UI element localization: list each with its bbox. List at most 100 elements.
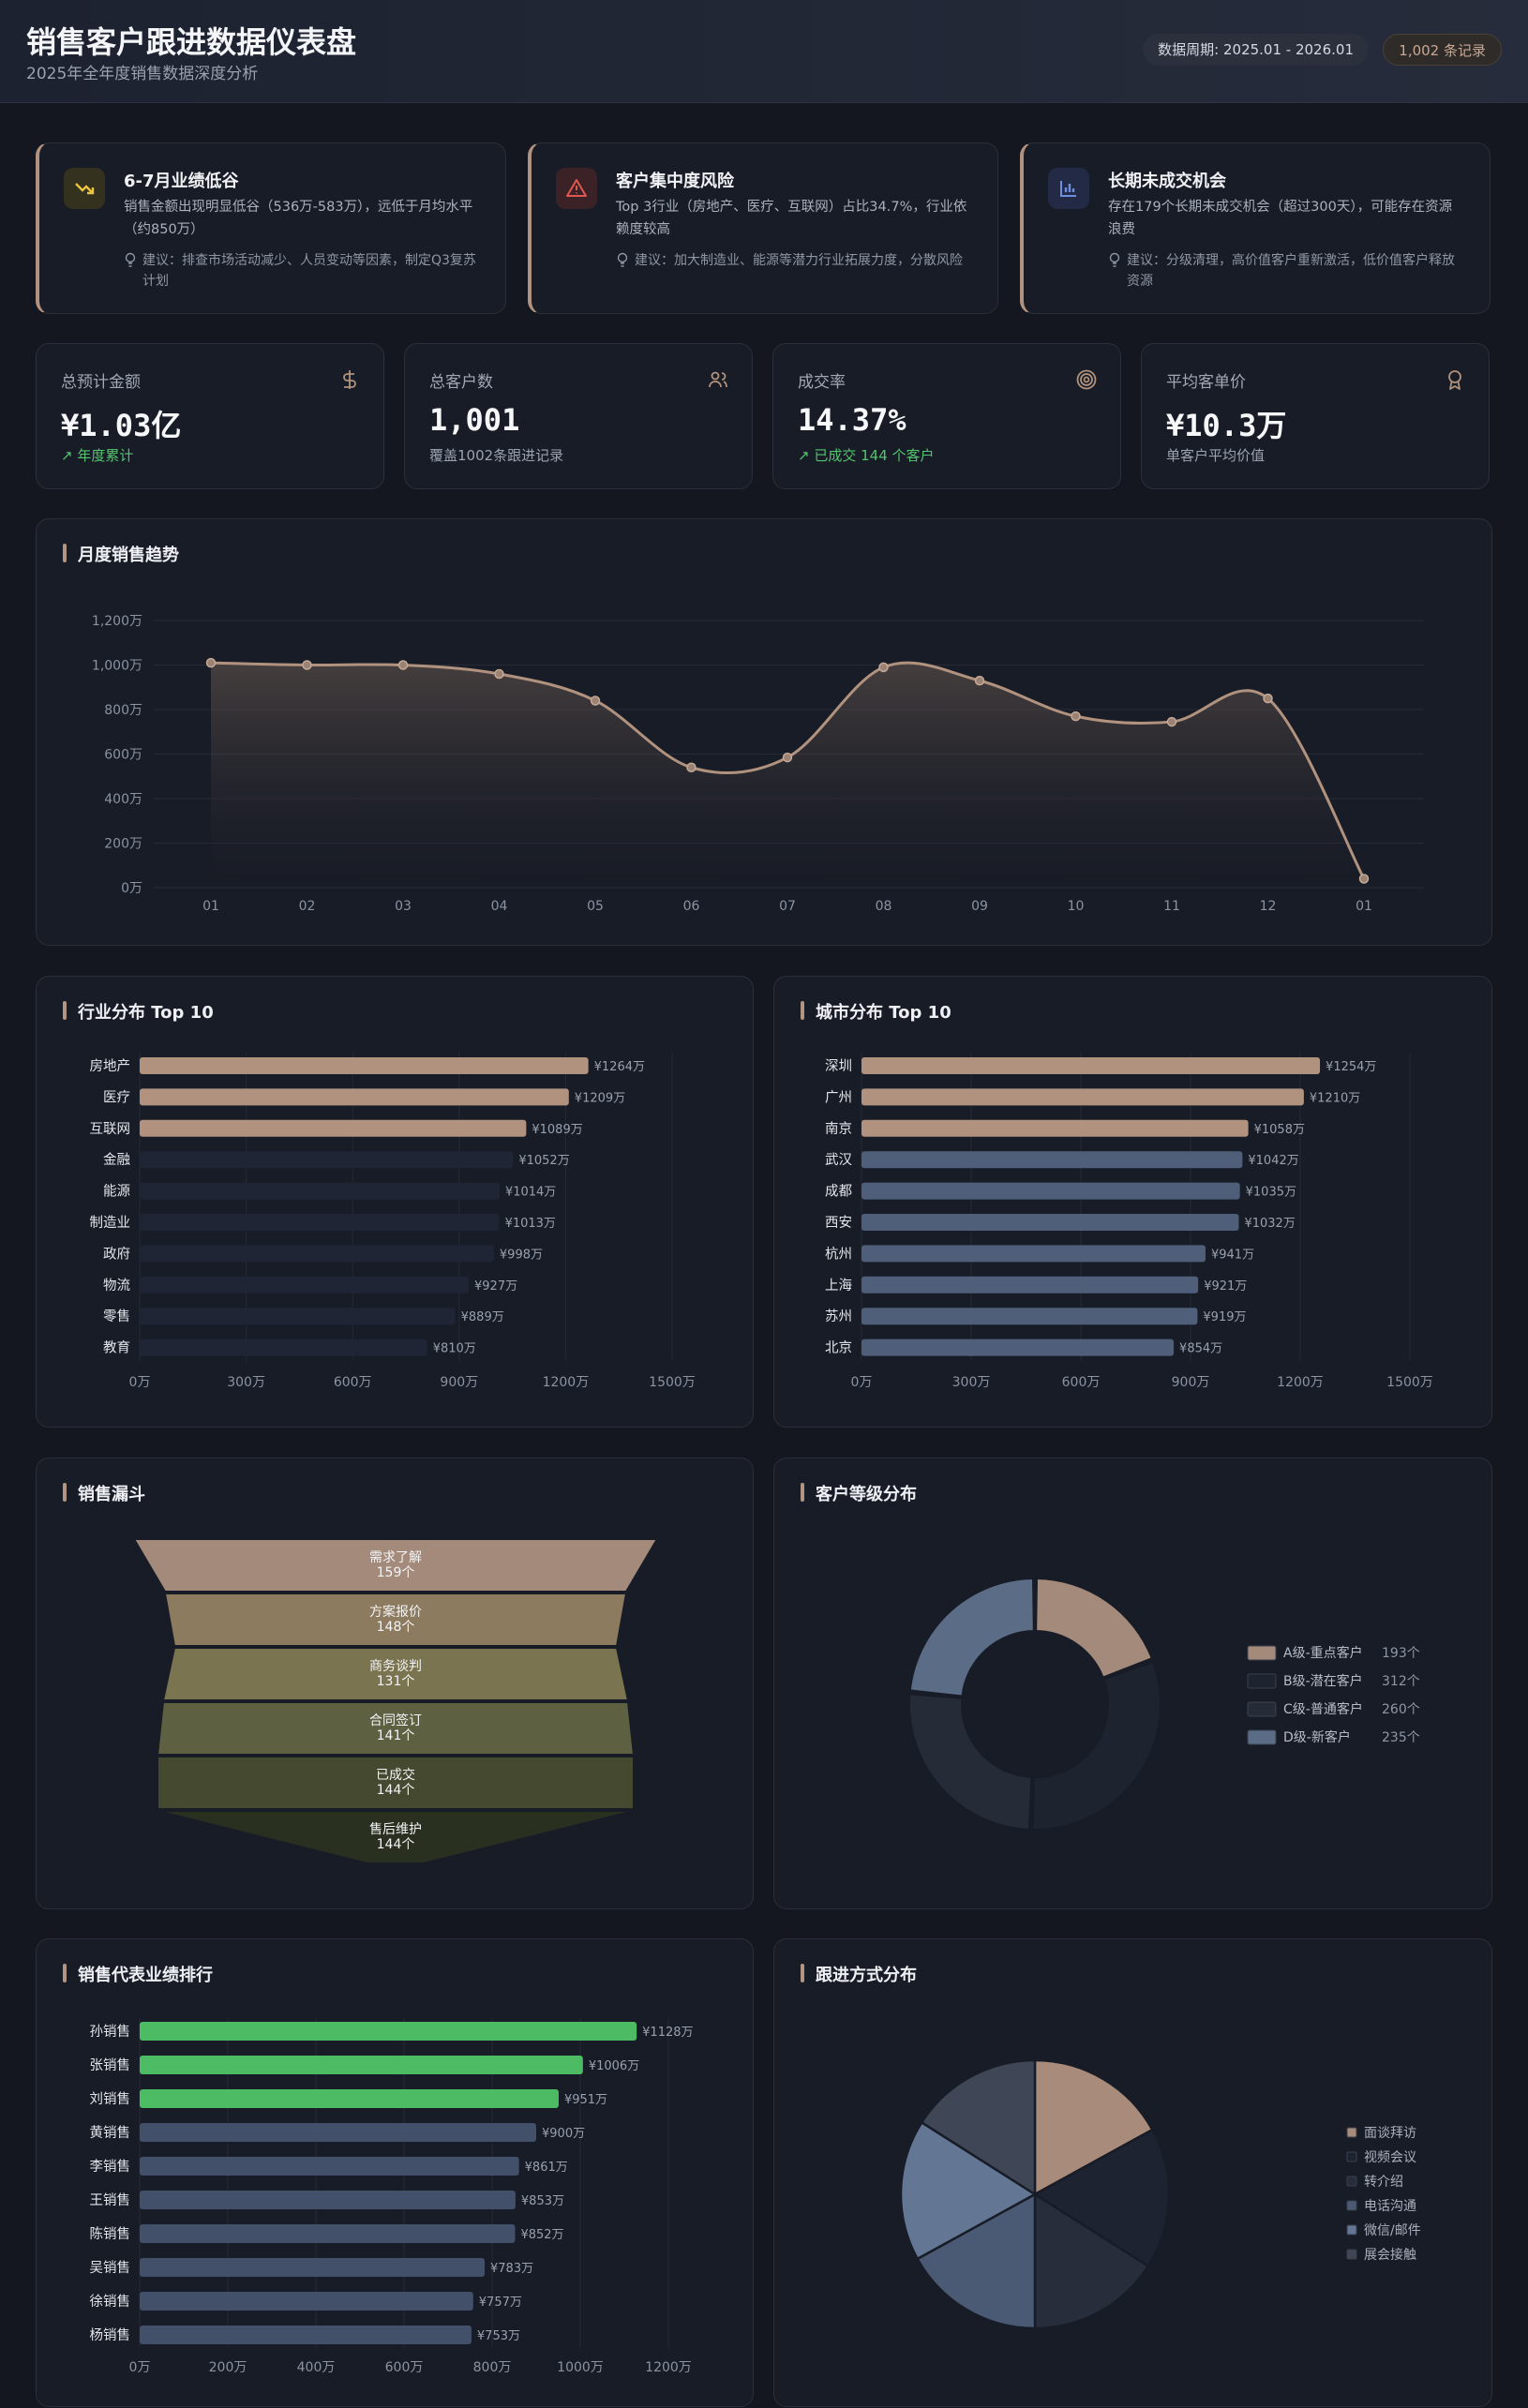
x-tick-label: 600万 bbox=[334, 1375, 372, 1390]
bar bbox=[140, 2022, 637, 2041]
section-title: 月度销售趋势 bbox=[63, 542, 179, 566]
legend-label: D级-新客户 bbox=[1283, 1729, 1351, 1745]
trend-up-icon: ↗ bbox=[798, 447, 815, 464]
legend-swatch bbox=[1346, 2200, 1357, 2211]
bar bbox=[140, 1182, 500, 1200]
bar-value-label: ¥853万 bbox=[521, 2194, 564, 2208]
bar-category-label: 能源 bbox=[103, 1184, 130, 1200]
bar-category-label: 互联网 bbox=[90, 1121, 131, 1137]
funnel-stage-name: 售后维护 bbox=[369, 1822, 422, 1837]
bar-value-label: ¥852万 bbox=[520, 2228, 563, 2242]
bar bbox=[140, 2056, 583, 2074]
x-tick-label: 600万 bbox=[385, 2360, 424, 2375]
funnel-stage-count: 141个 bbox=[377, 1728, 415, 1743]
bar bbox=[140, 1151, 514, 1169]
bar-category-label: 黄销售 bbox=[90, 2125, 131, 2141]
bar bbox=[861, 1308, 1198, 1325]
x-tick-label: 900万 bbox=[1172, 1375, 1210, 1390]
bar bbox=[140, 1308, 456, 1325]
bar-value-label: ¥1264万 bbox=[594, 1060, 645, 1074]
bar-value-label: ¥854万 bbox=[1179, 1342, 1222, 1356]
bar-value-label: ¥1128万 bbox=[642, 2026, 693, 2040]
bar-category-label: 北京 bbox=[825, 1340, 852, 1356]
pie-slice bbox=[1033, 2058, 1155, 2197]
y-tick-label: 600万 bbox=[104, 748, 142, 763]
bar-value-label: ¥927万 bbox=[474, 1279, 517, 1294]
bar-category-label: 吴销售 bbox=[90, 2260, 131, 2276]
funnel-stage bbox=[157, 1810, 635, 1864]
bar bbox=[140, 2292, 473, 2311]
bar-category-label: 杨销售 bbox=[90, 2327, 131, 2343]
bar-value-label: ¥919万 bbox=[1203, 1310, 1246, 1324]
bar-value-label: ¥941万 bbox=[1211, 1248, 1254, 1262]
y-tick-label: 800万 bbox=[104, 703, 142, 718]
funnel-stage-name: 商务谈判 bbox=[369, 1659, 422, 1674]
legend-swatch bbox=[1247, 1673, 1277, 1689]
bar-category-label: 物流 bbox=[103, 1278, 130, 1294]
bar-value-label: ¥753万 bbox=[477, 2329, 520, 2343]
bar-category-label: 苏州 bbox=[825, 1309, 852, 1324]
x-tick-label: 0万 bbox=[851, 1375, 873, 1390]
donut-slice bbox=[1035, 1577, 1154, 1679]
trend-point bbox=[205, 657, 217, 668]
bar-category-label: 徐销售 bbox=[90, 2294, 131, 2310]
bar-category-label: 李销售 bbox=[90, 2159, 131, 2175]
section-title: 行业分布 Top 10 bbox=[63, 999, 214, 1024]
section-title: 销售漏斗 bbox=[63, 1481, 145, 1505]
legend-count: 193个 bbox=[1382, 1646, 1420, 1661]
legend-label: 微信/邮件 bbox=[1364, 2223, 1421, 2238]
funnel-stage bbox=[163, 1593, 628, 1647]
funnel-stage-name: 方案报价 bbox=[369, 1604, 422, 1620]
bar-category-label: 政府 bbox=[103, 1246, 130, 1262]
bar-value-label: ¥998万 bbox=[500, 1248, 543, 1262]
x-tick-label: 1200万 bbox=[1277, 1375, 1324, 1390]
monthly-trend-chart: 0万 200万 400万 600万 800万 1,000万 1,200万 01 02 03 04 05… bbox=[92, 614, 1424, 914]
legend-count: 235个 bbox=[1382, 1730, 1420, 1745]
x-tick-label: 01 bbox=[1356, 899, 1372, 914]
x-tick-label: 1500万 bbox=[1386, 1375, 1433, 1390]
legend-label: B级-潜在客户 bbox=[1283, 1673, 1363, 1689]
insight-card-concentration: 客户集中度风险 Top 3行业（房地产、医疗、互联网）占比34.7%，行业依赖度… bbox=[528, 142, 998, 314]
bar-value-label: ¥757万 bbox=[479, 2296, 522, 2310]
legend-swatch bbox=[1247, 1645, 1277, 1661]
trend-point bbox=[302, 660, 312, 670]
followup-card: 跟进方式分布 面谈拜访 视频会议 转介绍 电话沟通 微信/邮件 展会接触 bbox=[773, 1938, 1492, 2407]
bar-value-label: ¥921万 bbox=[1204, 1279, 1247, 1294]
x-tick-label: 0万 bbox=[129, 2360, 151, 2375]
page-subtitle: 2025年全年度销售数据深度分析 bbox=[26, 65, 259, 83]
bar-category-label: 深圳 bbox=[825, 1058, 852, 1074]
x-tick-label: 300万 bbox=[227, 1375, 265, 1390]
bar-value-label: ¥1013万 bbox=[505, 1217, 556, 1231]
users-icon bbox=[709, 371, 727, 388]
x-tick-label: 12 bbox=[1260, 899, 1277, 914]
pie-slice bbox=[915, 2191, 1037, 2330]
insight-suggestion-text: 建议：加大制造业、能源等潜力行业拓展力度，分散风险 bbox=[635, 253, 963, 268]
bar bbox=[140, 2123, 536, 2142]
trend-area bbox=[211, 663, 1364, 888]
customer-grade-donut: A级-重点客户 193个 B级-潜在客户 312个 C级-普通客户 260个 D级-新客户 2… bbox=[908, 1577, 1420, 1831]
bar bbox=[140, 1276, 470, 1294]
legend-swatch bbox=[1247, 1701, 1277, 1717]
funnel-stage bbox=[132, 1538, 659, 1593]
bar bbox=[861, 1119, 1249, 1137]
legend-count: 312个 bbox=[1382, 1674, 1420, 1689]
bar bbox=[140, 2191, 516, 2209]
bar-value-label: ¥951万 bbox=[564, 2093, 607, 2107]
bar bbox=[140, 1057, 589, 1074]
bar-category-label: 王销售 bbox=[90, 2192, 131, 2208]
bar-category-label: 医疗 bbox=[103, 1089, 130, 1105]
kpi-value: 14.37% bbox=[798, 402, 906, 438]
bar-category-label: 广州 bbox=[825, 1089, 852, 1105]
bar bbox=[140, 1119, 527, 1137]
trend-point bbox=[782, 752, 793, 763]
kpi-label: 总客户数 bbox=[429, 373, 493, 392]
lightbulb-icon bbox=[617, 252, 628, 267]
award-icon bbox=[1448, 370, 1461, 390]
bar-value-label: ¥900万 bbox=[542, 2127, 585, 2141]
insight-suggestion: 建议：分级清理，高价值客户重新激活，低价值客户释放资源 bbox=[1108, 250, 1465, 292]
funnel-stage-count: 148个 bbox=[377, 1620, 415, 1635]
kpi-value: ¥10.3万 bbox=[1166, 408, 1287, 443]
bar bbox=[140, 2258, 486, 2277]
pie-slice bbox=[920, 2058, 1037, 2197]
